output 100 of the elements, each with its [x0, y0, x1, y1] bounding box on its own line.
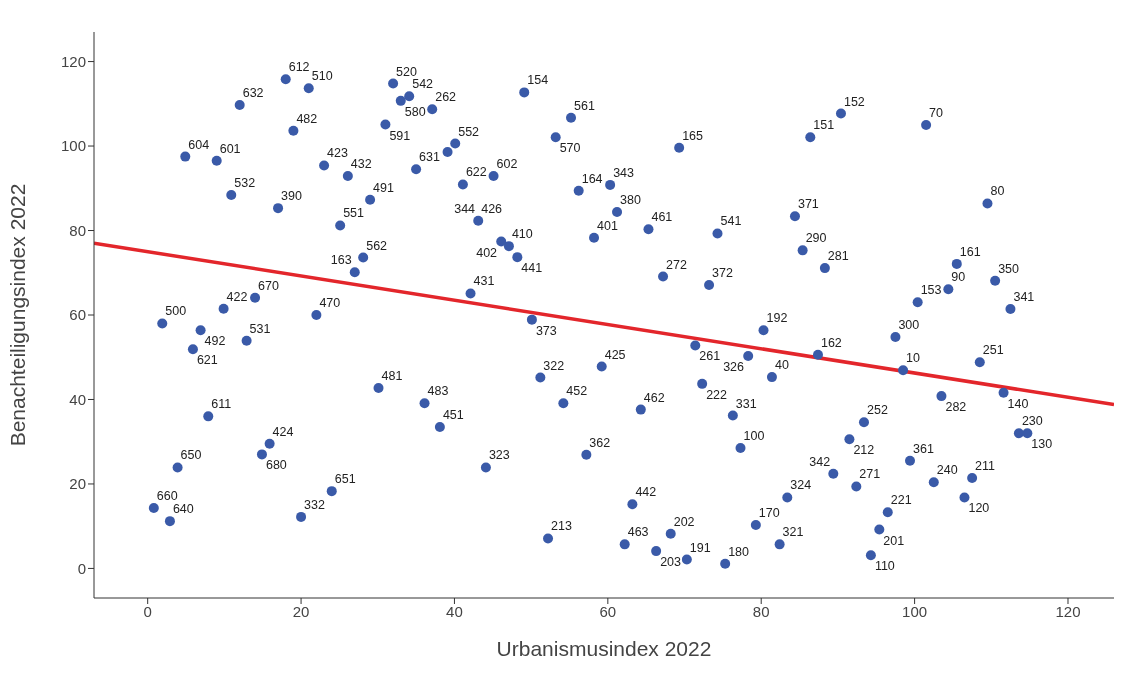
annotation: 332: [304, 497, 325, 512]
annotation: 562: [366, 238, 388, 253]
annotation: 442: [635, 485, 657, 500]
annotation: 10: [906, 351, 921, 366]
annotation: 222: [706, 387, 728, 402]
annotation: 612: [288, 60, 310, 75]
annotation: 483: [427, 384, 449, 399]
annotation: 203: [660, 555, 682, 570]
annotation: 451: [442, 407, 464, 422]
annotation: 520: [396, 64, 417, 79]
x-tick-label: 0: [143, 602, 152, 620]
annotation: 591: [389, 128, 411, 143]
annotation: 151: [813, 118, 835, 133]
x-tick-label: 100: [902, 602, 928, 620]
annotation: 680: [265, 458, 287, 473]
annotation: 343: [613, 165, 635, 180]
annotation: 324: [790, 478, 812, 493]
annotation: 390: [281, 189, 302, 204]
annotation: 602: [496, 157, 518, 172]
annotation: 163: [330, 253, 352, 268]
x-tick-label: 40: [446, 602, 463, 620]
annotation: 251: [982, 343, 1004, 358]
annotation: 561: [574, 98, 595, 113]
annotation: 660: [156, 489, 178, 504]
annotation: 341: [1013, 290, 1035, 305]
annotation: 140: [1007, 396, 1029, 411]
annotation: 622: [465, 165, 487, 180]
annotation: 604: [188, 137, 210, 152]
annotation: 470: [319, 296, 341, 310]
annotation: 211: [975, 459, 996, 474]
annotation: 361: [913, 441, 934, 456]
annotation: 153: [920, 283, 942, 298]
annotation: 401: [597, 218, 618, 233]
annotation: 611: [211, 397, 232, 412]
annotation: 432: [350, 157, 372, 172]
annotation: 326: [723, 359, 745, 374]
annotation: 152: [843, 94, 865, 109]
annotation: 551: [343, 206, 365, 221]
annotation: 230: [1021, 414, 1043, 429]
annotation: 110: [874, 559, 895, 574]
annotation: 441: [521, 261, 543, 276]
annotation: 621: [196, 353, 218, 368]
annotation: 180: [728, 544, 750, 559]
y-tick-label: 120: [60, 52, 86, 70]
y-tick-label: 40: [69, 390, 86, 408]
x-tick-label: 20: [292, 602, 310, 620]
annotation: 100: [743, 429, 765, 444]
annotation: 492: [204, 334, 226, 349]
annotation: 422: [226, 289, 248, 304]
annotation: 192: [766, 311, 788, 326]
annotation: 570: [559, 141, 581, 156]
annotation: 651: [334, 472, 356, 487]
annotation: 461: [651, 210, 673, 225]
annotation: 462: [643, 390, 665, 405]
annotation: 120: [968, 501, 990, 516]
annotation: 601: [219, 141, 241, 156]
annotation: 541: [720, 214, 742, 229]
annotation: 262: [435, 90, 457, 105]
annotation: 380: [620, 192, 641, 207]
annotation: 300: [898, 317, 920, 332]
annotation: 80: [990, 184, 1005, 199]
x-tick-label: 80: [752, 602, 770, 620]
annotation: 161: [959, 244, 981, 259]
annotation: 70: [929, 105, 944, 120]
y-tick-label: 0: [77, 559, 86, 577]
annotation: 532: [234, 176, 256, 191]
x-tick-label: 120: [1055, 602, 1081, 620]
annotation: 632: [242, 86, 264, 101]
y-axis-title: Benachteiligungsindex 2022: [6, 183, 30, 447]
annotation: 650: [180, 448, 202, 463]
annotation: 342: [809, 454, 831, 469]
annotation: 373: [535, 323, 557, 338]
annotation: 213: [551, 519, 572, 534]
annotation: 322: [543, 358, 565, 373]
annotation: 631: [419, 150, 441, 165]
annotation: 331: [735, 396, 757, 411]
annotation: 425: [604, 347, 626, 362]
annotation: 321: [782, 525, 804, 540]
annotation: 201: [883, 533, 905, 548]
annotation: 640: [172, 502, 194, 517]
annotation: 165: [682, 128, 704, 143]
y-tick-label: 80: [69, 221, 86, 239]
annotation: 463: [627, 525, 649, 540]
annotation: 191: [689, 540, 711, 555]
annotation: 170: [758, 505, 780, 520]
y-tick-label: 60: [69, 306, 86, 324]
annotation: 350: [998, 261, 1020, 276]
annotation: 261: [699, 349, 721, 364]
annotation: 426: [481, 201, 503, 216]
annotation: 542: [412, 77, 434, 92]
y-tick-label: 20: [69, 475, 86, 493]
annotation: 290: [805, 231, 827, 246]
annotation: 252: [866, 403, 888, 418]
annotation: 202: [673, 514, 695, 529]
x-axis-title: Urbanismusindex 2022: [496, 637, 712, 660]
annotation: 281: [827, 249, 849, 264]
annotation: 424: [272, 424, 294, 439]
annotation: 344: [454, 201, 476, 216]
annotation: 323: [488, 448, 510, 463]
annotation: 221: [890, 493, 912, 508]
